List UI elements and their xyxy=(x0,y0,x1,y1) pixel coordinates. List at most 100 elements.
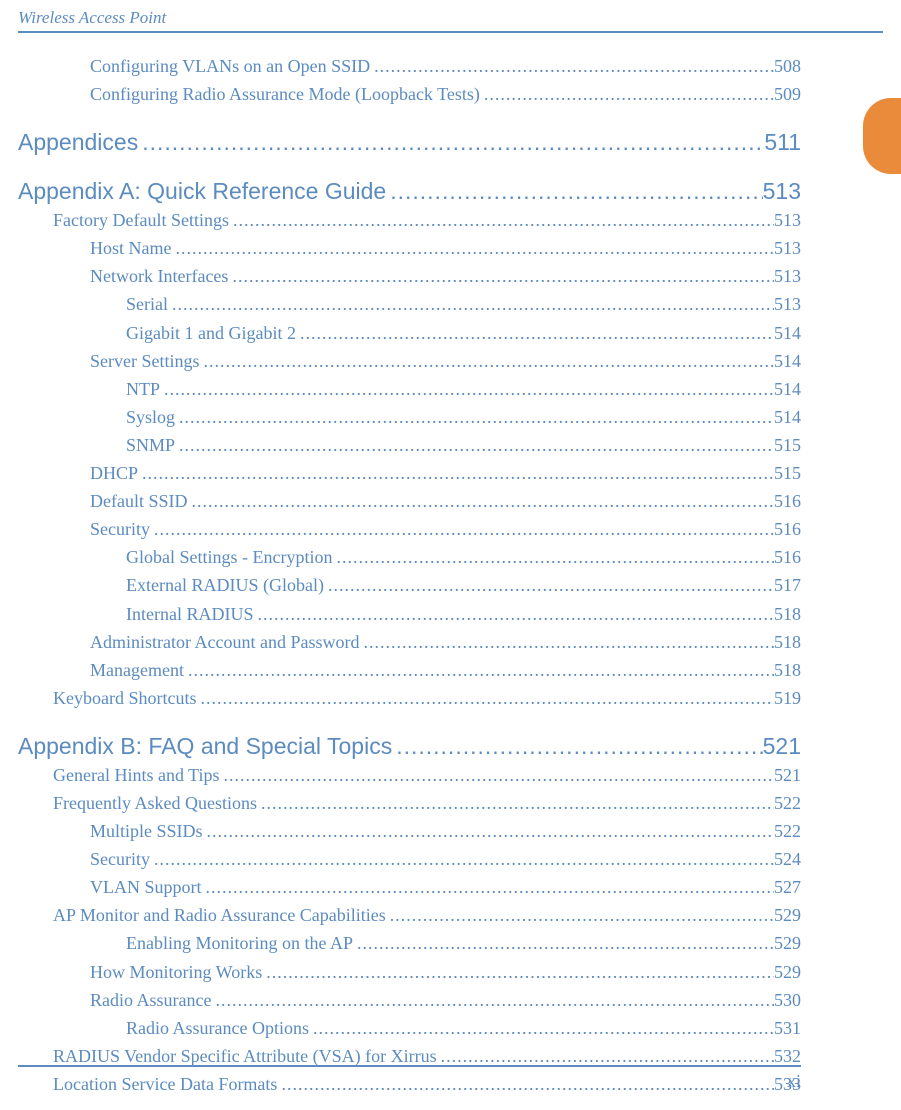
toc-entry-text: Gigabit 1 and Gigabit 2 xyxy=(126,320,296,346)
toc-entry-page: 518 xyxy=(774,629,801,655)
toc-entry-text: How Monitoring Works xyxy=(90,959,262,985)
toc-entry-page: 508 xyxy=(774,53,801,79)
toc-entry-page: 516 xyxy=(774,488,801,514)
toc-entry[interactable]: NTP514 xyxy=(18,376,801,402)
toc-entry-text: Administrator Account and Password xyxy=(90,629,359,655)
toc-entry-text: Default SSID xyxy=(90,488,188,514)
toc-entry[interactable]: Management518 xyxy=(18,657,801,683)
toc-entry-page: 518 xyxy=(774,657,801,683)
toc-entry[interactable]: Configuring Radio Assurance Mode (Loopba… xyxy=(18,81,801,107)
toc-leader-dots xyxy=(359,629,774,655)
toc-leader-dots xyxy=(168,291,774,317)
toc-entry-text: External RADIUS (Global) xyxy=(126,572,324,598)
toc-entry-page: 529 xyxy=(774,902,801,928)
toc-entry-text: Security xyxy=(90,516,150,542)
footer-page-number: xi xyxy=(0,1067,901,1092)
toc-entry-text: Appendices xyxy=(18,129,138,156)
toc-entry-text: Configuring Radio Assurance Mode (Loopba… xyxy=(90,81,480,107)
toc-entry[interactable]: External RADIUS (Global) 517 xyxy=(18,572,801,598)
toc-entry[interactable]: Factory Default Settings513 xyxy=(18,207,801,233)
toc-entry-page: 514 xyxy=(774,376,801,402)
toc-entry[interactable]: Global Settings - Encryption 516 xyxy=(18,544,801,570)
toc-leader-dots xyxy=(386,178,762,205)
toc-entry-text: Appendix B: FAQ and Special Topics xyxy=(18,733,392,760)
toc-leader-dots xyxy=(309,1015,774,1041)
toc-entry-page: 521 xyxy=(774,762,801,788)
toc-chapter[interactable]: Appendix B: FAQ and Special Topics 521 xyxy=(18,733,801,760)
toc-entry-page: 509 xyxy=(774,81,801,107)
toc-entry[interactable]: SNMP 515 xyxy=(18,432,801,458)
toc-entry-text: Multiple SSIDs xyxy=(90,818,203,844)
toc-entry[interactable]: Radio Assurance 530 xyxy=(18,987,801,1013)
toc-entry[interactable]: Internal RADIUS518 xyxy=(18,601,801,627)
toc-entry-text: SNMP xyxy=(126,432,175,458)
toc-entry[interactable]: Keyboard Shortcuts 519 xyxy=(18,685,801,711)
toc-entry[interactable]: General Hints and Tips521 xyxy=(18,762,801,788)
toc-entry[interactable]: Network Interfaces513 xyxy=(18,263,801,289)
toc-entry-text: Host Name xyxy=(90,235,171,261)
toc-entry-text: Factory Default Settings xyxy=(53,207,229,233)
toc-leader-dots xyxy=(228,263,774,289)
page-header: Wireless Access Point xyxy=(0,0,901,33)
toc-leader-dots xyxy=(138,460,774,486)
toc-leader-dots xyxy=(386,902,774,928)
toc-entry-page: 530 xyxy=(774,987,801,1013)
toc-entry-text: Radio Assurance xyxy=(90,987,211,1013)
toc-entry-text: Global Settings - Encryption xyxy=(126,544,332,570)
toc-entry[interactable]: Security 516 xyxy=(18,516,801,542)
toc-entry[interactable]: How Monitoring Works529 xyxy=(18,959,801,985)
toc-entry[interactable]: VLAN Support527 xyxy=(18,874,801,900)
toc-entry-page: 515 xyxy=(774,460,801,486)
toc-leader-dots xyxy=(332,544,774,570)
toc-entry-text: AP Monitor and Radio Assurance Capabilit… xyxy=(53,902,386,928)
toc-leader-dots xyxy=(253,601,774,627)
page-footer: xi xyxy=(0,1065,901,1092)
toc-leader-dots xyxy=(211,987,774,1013)
toc-entry-page: 529 xyxy=(774,930,801,956)
toc-entry[interactable]: Frequently Asked Questions522 xyxy=(18,790,801,816)
toc-entry[interactable]: Enabling Monitoring on the AP 529 xyxy=(18,930,801,956)
header-title: Wireless Access Point xyxy=(18,8,883,28)
toc-entry-page: 517 xyxy=(774,572,801,598)
toc-entry-text: Configuring VLANs on an Open SSID xyxy=(90,53,370,79)
toc-leader-dots xyxy=(392,733,762,760)
toc-entry-page: 519 xyxy=(774,685,801,711)
toc-entry-page: 516 xyxy=(774,516,801,542)
toc-entry[interactable]: Syslog514 xyxy=(18,404,801,430)
toc-entry[interactable]: Default SSID 516 xyxy=(18,488,801,514)
toc-entry[interactable]: Multiple SSIDs522 xyxy=(18,818,801,844)
toc-entry-page: 518 xyxy=(774,601,801,627)
toc-leader-dots xyxy=(188,488,775,514)
toc-entry-text: Syslog xyxy=(126,404,175,430)
toc-leader-dots xyxy=(171,235,774,261)
toc-leader-dots xyxy=(175,432,774,458)
toc-entry-text: Security xyxy=(90,846,150,872)
toc-entry[interactable]: Gigabit 1 and Gigabit 2514 xyxy=(18,320,801,346)
toc-entry[interactable]: Configuring VLANs on an Open SSID 508 xyxy=(18,53,801,79)
toc-entry[interactable]: AP Monitor and Radio Assurance Capabilit… xyxy=(18,902,801,928)
toc-entry[interactable]: Radio Assurance Options531 xyxy=(18,1015,801,1041)
toc-entry-text: Keyboard Shortcuts xyxy=(53,685,196,711)
toc-entry[interactable]: Host Name513 xyxy=(18,235,801,261)
toc-chapter[interactable]: Appendix A: Quick Reference Guide 513 xyxy=(18,178,801,205)
toc-entry[interactable]: Serial513 xyxy=(18,291,801,317)
toc-leader-dots xyxy=(200,348,775,374)
toc-leader-dots xyxy=(324,572,774,598)
toc-entry-text: Frequently Asked Questions xyxy=(53,790,257,816)
toc-entry-text: Enabling Monitoring on the AP xyxy=(126,930,353,956)
toc-entry-page: 531 xyxy=(774,1015,801,1041)
toc-entry-page: 513 xyxy=(774,263,801,289)
toc-chapter[interactable]: Appendices 511 xyxy=(18,129,801,156)
toc-entry-page: 515 xyxy=(774,432,801,458)
toc-leader-dots xyxy=(220,762,775,788)
toc-entry[interactable]: Server Settings514 xyxy=(18,348,801,374)
toc-leader-dots xyxy=(160,376,774,402)
toc-entry-text: DHCP xyxy=(90,460,138,486)
toc-entry[interactable]: DHCP 515 xyxy=(18,460,801,486)
toc-entry-page: 524 xyxy=(774,846,801,872)
toc-leader-dots xyxy=(229,207,774,233)
toc-leader-dots xyxy=(184,657,774,683)
toc-entry[interactable]: Security 524 xyxy=(18,846,801,872)
toc-entry[interactable]: Administrator Account and Password 518 xyxy=(18,629,801,655)
toc-leader-dots xyxy=(296,320,774,346)
